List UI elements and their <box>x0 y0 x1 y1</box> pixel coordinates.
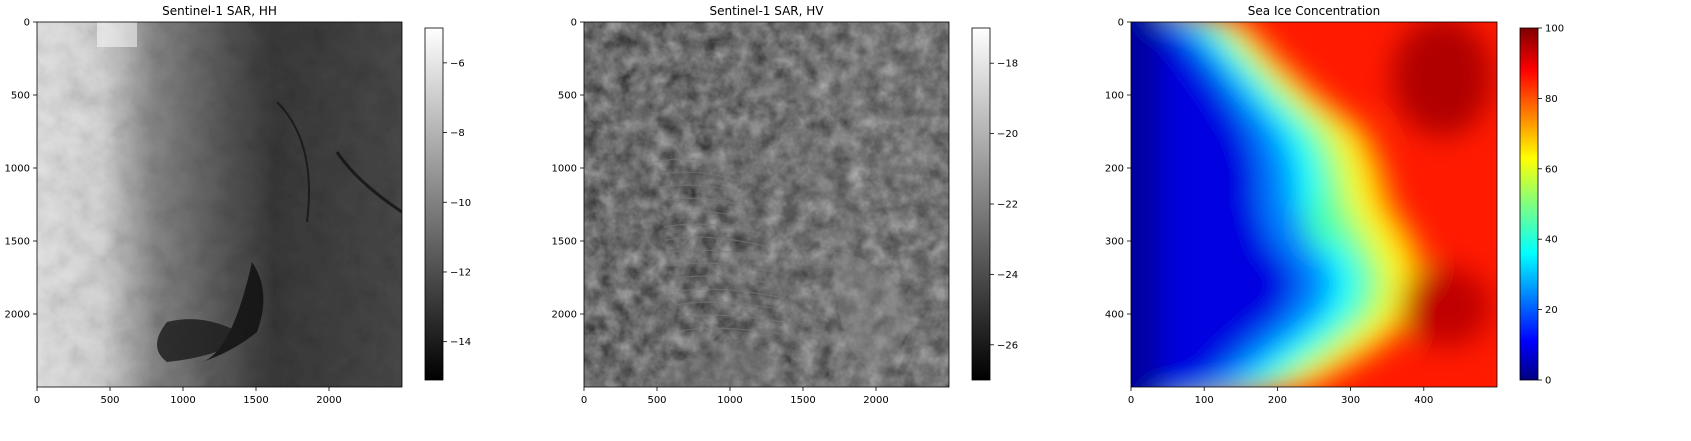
colorbar-tick-label: −26 <box>997 340 1018 351</box>
y-tick-label: 300 <box>1105 237 1124 248</box>
x-tick-label: 0 <box>34 395 40 406</box>
x-tick-label: 1500 <box>790 395 815 406</box>
x-tick-label: 500 <box>647 395 666 406</box>
y-tick-label: 0 <box>24 18 30 29</box>
x-tick-label: 0 <box>1128 395 1134 406</box>
x-tick-label: 2000 <box>316 395 341 406</box>
colorbar: −6 −8 −10 −12 −14 <box>425 28 471 380</box>
x-tick-label: 2000 <box>863 395 888 406</box>
y-tick-label: 0 <box>571 18 577 29</box>
x-tick-label: 0 <box>581 395 587 406</box>
x-tick-label: 400 <box>1414 395 1433 406</box>
y-tick-label: 1500 <box>5 237 30 248</box>
x-tick-label: 500 <box>100 395 119 406</box>
colorbar-tick-label: −24 <box>997 270 1018 281</box>
heatmap-image <box>1101 0 1497 417</box>
y-tick-label: 2000 <box>5 310 30 321</box>
x-tick-label: 200 <box>1268 395 1287 406</box>
x-tick-label: 1000 <box>170 395 195 406</box>
colorbar-gradient <box>1520 28 1538 380</box>
colorbar-gradient <box>972 28 990 380</box>
heatmap-image <box>584 22 949 387</box>
colorbar-tick-label: −20 <box>997 129 1018 140</box>
y-tick-label: 1000 <box>552 164 577 175</box>
colorbar-tick-label: 20 <box>1545 305 1558 316</box>
x-tick-label: 1500 <box>243 395 268 406</box>
colorbar: −18 −20 −22 −24 −26 <box>972 28 1018 380</box>
y-tick-label: 400 <box>1105 310 1124 321</box>
y-tick-label: 100 <box>1105 91 1124 102</box>
colorbar-tick-label: −10 <box>450 198 471 209</box>
y-tick-label: 1000 <box>5 164 30 175</box>
colorbar: 0 20 40 60 80 100 <box>1520 24 1564 387</box>
y-tick-label: 500 <box>558 91 577 102</box>
colorbar-tick-label: −14 <box>450 337 471 348</box>
heatmap-image <box>37 22 402 387</box>
chart-title: Sentinel-1 SAR, HH <box>162 4 277 18</box>
colorbar-tick-label: −22 <box>997 200 1018 211</box>
y-tick-label: 0 <box>1118 18 1124 29</box>
chart-title: Sea Ice Concentration <box>1248 4 1380 18</box>
colorbar-tick-label: −18 <box>997 59 1018 70</box>
chart-title: Sentinel-1 SAR, HV <box>710 4 825 18</box>
colorbar-tick-label: 0 <box>1545 376 1551 387</box>
y-tick-label: 1500 <box>552 237 577 248</box>
y-tick-label: 200 <box>1105 164 1124 175</box>
x-tick-label: 1000 <box>717 395 742 406</box>
colorbar-tick-label: −6 <box>450 58 465 69</box>
colorbar-tick-label: −12 <box>450 267 471 278</box>
colorbar-gradient <box>425 28 443 380</box>
panel-2: Sentinel-1 SAR, HV 0 500 1000 1500 2000 0 500 10… <box>552 4 1019 406</box>
colorbar-tick-label: −8 <box>450 128 465 139</box>
colorbar-tick-label: 60 <box>1545 164 1558 175</box>
colorbar-tick-label: 100 <box>1545 24 1564 35</box>
x-tick-label: 300 <box>1341 395 1360 406</box>
colorbar-tick-label: 80 <box>1545 94 1558 105</box>
y-tick-label: 500 <box>11 91 30 102</box>
x-tick-label: 100 <box>1195 395 1214 406</box>
y-tick-label: 2000 <box>552 310 577 321</box>
colorbar-tick-label: 40 <box>1545 235 1558 246</box>
panel-1: Sentinel-1 SAR, HH 0 500 1000 1500 2000 0 500 10… <box>5 4 472 406</box>
